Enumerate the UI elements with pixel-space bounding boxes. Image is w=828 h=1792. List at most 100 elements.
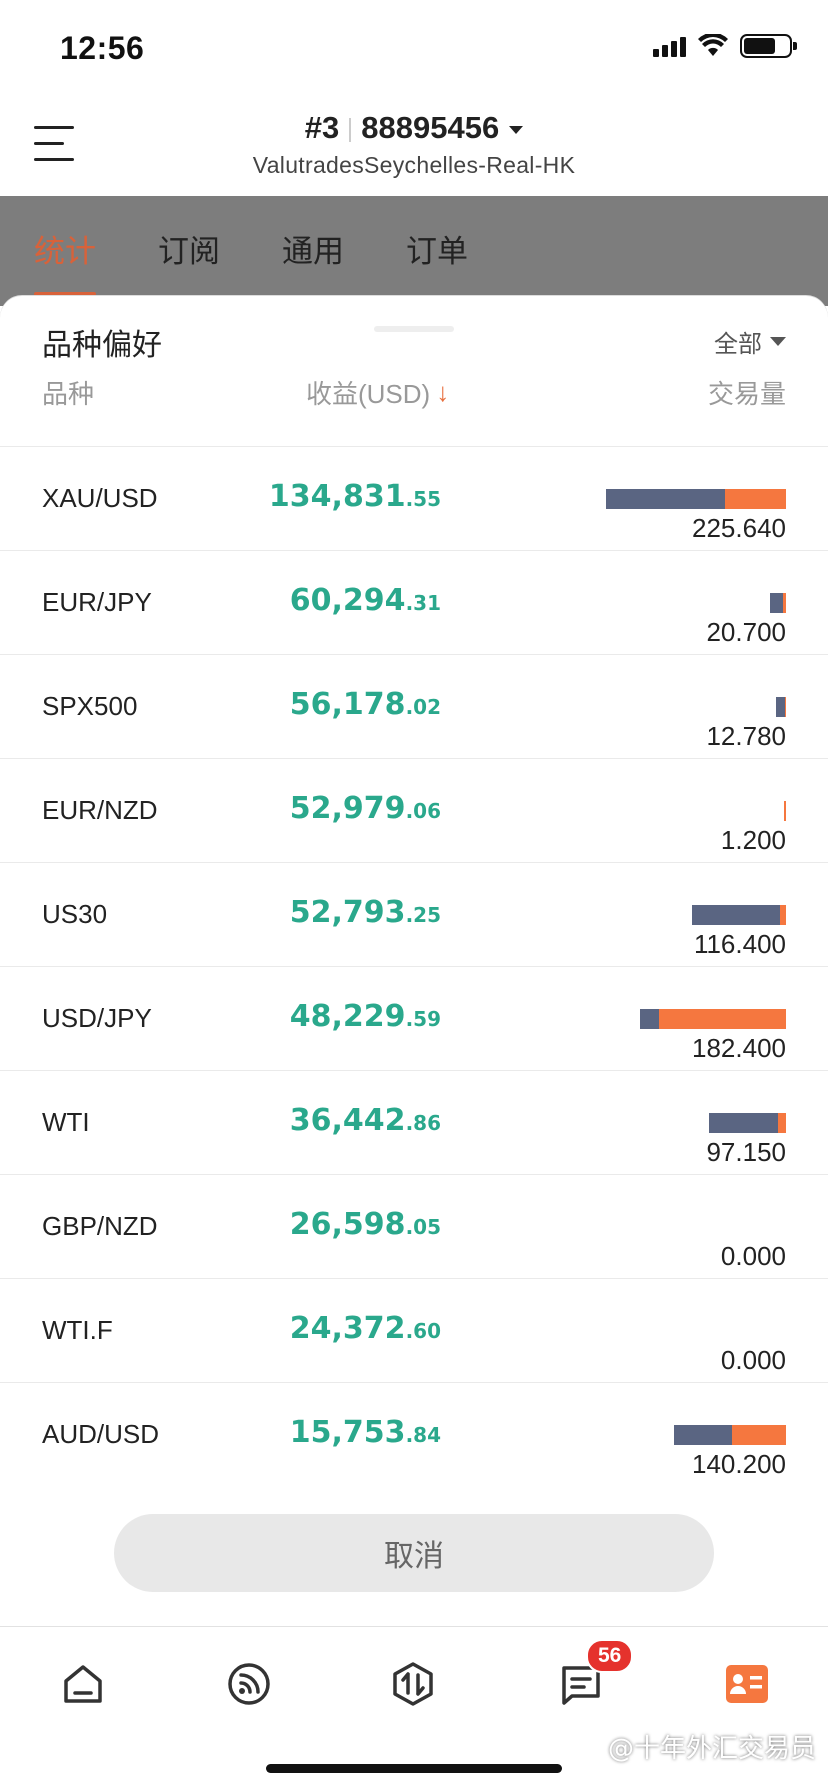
- volume-bar: [770, 593, 786, 613]
- volume-bar-buy: [770, 593, 783, 613]
- symbol-row[interactable]: US30 52,793.25 116.400: [0, 862, 828, 966]
- account-number: 88895456: [361, 110, 500, 145]
- chevron-down-icon: [509, 125, 524, 134]
- symbol-row[interactable]: USD/JPY 48,229.59 182.400: [0, 966, 828, 1070]
- tab-subscribe[interactable]: 订阅: [158, 234, 220, 269]
- sheet-title: 品种偏好: [42, 329, 162, 362]
- volume-bar-buy: [709, 1113, 778, 1133]
- trade-icon[interactable]: [388, 1659, 438, 1709]
- profit-decimal: .86: [405, 1111, 441, 1135]
- profit-integer: 15,753: [289, 1415, 406, 1450]
- volume-bar-sell: [725, 489, 786, 509]
- symbol-row[interactable]: SPX500 56,178.02 12.780: [0, 654, 828, 758]
- symbol-name: EUR/JPY: [42, 587, 152, 617]
- symbol-volume: 225.640: [692, 513, 786, 543]
- filter-dropdown[interactable]: 全部: [714, 324, 786, 359]
- volume-bar: [640, 1009, 786, 1029]
- volume-bar: [606, 489, 786, 509]
- profit-integer: 52,979: [289, 791, 406, 826]
- sheet-grabber[interactable]: [374, 326, 454, 332]
- volume-bar-buy: [692, 905, 780, 925]
- cellular-signal-icon: [653, 35, 686, 57]
- volume-bar-buy: [674, 1425, 732, 1445]
- symbol-profit: 52,793.25: [200, 895, 441, 930]
- column-headers: 品种 收益(USD) ↓ 交易量: [0, 374, 828, 424]
- tab-general[interactable]: 通用: [282, 234, 344, 269]
- symbol-preference-sheet: 品种偏好 全部 品种 收益(USD) ↓ 交易量 XAU/USD 134,831.…: [0, 296, 828, 1626]
- caret-down-icon: [770, 337, 786, 346]
- message-icon[interactable]: 56: [556, 1639, 634, 1709]
- profit-decimal: .05: [405, 1215, 441, 1239]
- profit-decimal: .60: [405, 1319, 441, 1343]
- symbol-volume: 1.200: [720, 825, 786, 855]
- battery-icon: [740, 34, 797, 58]
- symbol-volume: 12.780: [706, 721, 786, 751]
- home-icon[interactable]: [58, 1659, 108, 1709]
- symbol-row[interactable]: GBP/NZD 26,598.05 0.000: [0, 1174, 828, 1278]
- volume-bar-sell: [783, 593, 786, 613]
- menu-icon[interactable]: [34, 126, 74, 166]
- column-header-profit[interactable]: 收益(USD) ↓: [306, 374, 449, 411]
- symbol-name: WTI: [42, 1107, 90, 1137]
- volume-bar: [776, 697, 786, 717]
- unread-badge: 56: [586, 1639, 634, 1673]
- watermark: @十年外汇交易员: [607, 1734, 816, 1764]
- volume-bar: [709, 1113, 786, 1133]
- symbol-row[interactable]: WTI 36,442.86 97.150: [0, 1070, 828, 1174]
- symbol-profit: 60,294.31: [200, 583, 441, 618]
- profit-integer: 60,294: [289, 583, 406, 618]
- symbol-name: EUR/NZD: [42, 795, 158, 825]
- profit-decimal: .06: [405, 799, 441, 823]
- volume-bar-sell: [785, 697, 786, 717]
- symbol-profit: 36,442.86: [200, 1103, 441, 1138]
- symbol-row[interactable]: EUR/JPY 60,294.31 20.700: [0, 550, 828, 654]
- symbol-name: GBP/NZD: [42, 1211, 158, 1241]
- volume-bar-sell: [732, 1425, 786, 1445]
- symbol-volume: 97.150: [706, 1137, 786, 1167]
- profit-decimal: .84: [405, 1423, 441, 1447]
- symbol-volume: 0.000: [720, 1345, 786, 1375]
- symbol-name: XAU/USD: [42, 483, 158, 513]
- symbol-profit: 24,372.60: [200, 1311, 441, 1346]
- symbol-profit: 48,229.59: [200, 999, 441, 1034]
- symbol-row[interactable]: XAU/USD 134,831.55 225.640: [0, 446, 828, 550]
- symbol-name: US30: [42, 899, 108, 929]
- tab-statistics[interactable]: 统计: [34, 196, 96, 296]
- tab-orders[interactable]: 订单: [406, 234, 468, 269]
- account-selector[interactable]: #3 88895456: [0, 110, 828, 146]
- status-time: 12:56: [60, 30, 145, 66]
- symbol-volume: 182.400: [692, 1033, 786, 1063]
- profit-decimal: .02: [405, 695, 441, 719]
- filter-label: 全部: [714, 331, 762, 358]
- column-header-symbol: 品种: [42, 379, 95, 409]
- account-card-icon[interactable]: [722, 1659, 772, 1709]
- status-icons: [653, 34, 797, 58]
- tab-bar: 统计 订阅 通用 订单: [0, 196, 530, 296]
- symbol-volume: 0.000: [720, 1241, 786, 1271]
- symbol-profit: 26,598.05: [200, 1207, 441, 1242]
- server-name: ValutradesSeychelles-Real-HK: [252, 152, 576, 178]
- symbol-name: SPX500: [42, 691, 138, 721]
- volume-bar: [674, 1425, 786, 1445]
- cancel-button[interactable]: 取消: [114, 1514, 714, 1592]
- symbol-row[interactable]: AUD/USD 15,753.84 140.200: [0, 1382, 828, 1486]
- symbol-volume: 20.700: [706, 617, 786, 647]
- symbol-profit: 134,831.55: [200, 479, 441, 514]
- symbol-volume: 116.400: [693, 929, 786, 959]
- signal-feed-icon[interactable]: [224, 1659, 274, 1709]
- bottom-tab-bar: 56: [0, 1626, 828, 1792]
- account-header: #3 88895456 ValutradesSeychelles-Real-HK: [0, 100, 828, 196]
- sort-desc-icon: ↓: [436, 377, 450, 407]
- symbol-name: AUD/USD: [42, 1419, 160, 1449]
- profit-decimal: .59: [405, 1007, 441, 1031]
- profit-integer: 52,793: [289, 895, 406, 930]
- wifi-icon: [698, 34, 728, 56]
- volume-bar: [692, 905, 786, 925]
- symbol-list: XAU/USD 134,831.55 225.640 EUR/JPY 60,294.31…: [0, 446, 828, 1486]
- volume-bar-sell: [780, 905, 786, 925]
- volume-bar-sell: [778, 1113, 786, 1133]
- volume-bar-buy: [776, 697, 785, 717]
- volume-bar-sell: [784, 801, 786, 821]
- symbol-row[interactable]: WTI.F 24,372.60 0.000: [0, 1278, 828, 1382]
- symbol-row[interactable]: EUR/NZD 52,979.06 1.200: [0, 758, 828, 862]
